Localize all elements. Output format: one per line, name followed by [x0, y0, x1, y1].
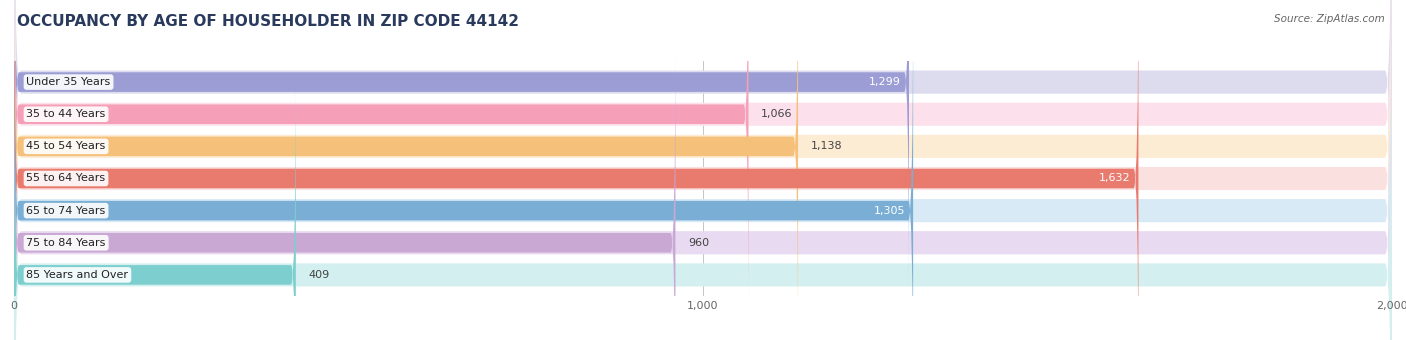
- Text: 409: 409: [308, 270, 329, 280]
- Text: 55 to 64 Years: 55 to 64 Years: [27, 173, 105, 184]
- Text: 1,305: 1,305: [873, 206, 905, 216]
- FancyBboxPatch shape: [14, 0, 1392, 340]
- Text: 45 to 54 Years: 45 to 54 Years: [27, 141, 105, 151]
- Text: 85 Years and Over: 85 Years and Over: [27, 270, 128, 280]
- FancyBboxPatch shape: [14, 0, 1139, 340]
- Text: OCCUPANCY BY AGE OF HOUSEHOLDER IN ZIP CODE 44142: OCCUPANCY BY AGE OF HOUSEHOLDER IN ZIP C…: [17, 14, 519, 29]
- Text: 1,299: 1,299: [869, 77, 901, 87]
- Text: 960: 960: [688, 238, 709, 248]
- Text: 35 to 44 Years: 35 to 44 Years: [27, 109, 105, 119]
- FancyBboxPatch shape: [14, 60, 295, 340]
- Text: 1,138: 1,138: [810, 141, 842, 151]
- FancyBboxPatch shape: [14, 0, 912, 340]
- Text: Source: ZipAtlas.com: Source: ZipAtlas.com: [1274, 14, 1385, 23]
- Text: 1,066: 1,066: [761, 109, 793, 119]
- Text: 75 to 84 Years: 75 to 84 Years: [27, 238, 105, 248]
- FancyBboxPatch shape: [14, 28, 675, 340]
- FancyBboxPatch shape: [14, 0, 748, 329]
- Text: Under 35 Years: Under 35 Years: [27, 77, 111, 87]
- FancyBboxPatch shape: [14, 0, 1392, 340]
- FancyBboxPatch shape: [14, 0, 1392, 340]
- FancyBboxPatch shape: [14, 0, 1392, 340]
- FancyBboxPatch shape: [14, 0, 1392, 340]
- Text: 1,632: 1,632: [1098, 173, 1130, 184]
- FancyBboxPatch shape: [14, 0, 1392, 340]
- FancyBboxPatch shape: [14, 0, 910, 297]
- FancyBboxPatch shape: [14, 0, 1392, 340]
- FancyBboxPatch shape: [14, 0, 799, 340]
- Text: 65 to 74 Years: 65 to 74 Years: [27, 206, 105, 216]
